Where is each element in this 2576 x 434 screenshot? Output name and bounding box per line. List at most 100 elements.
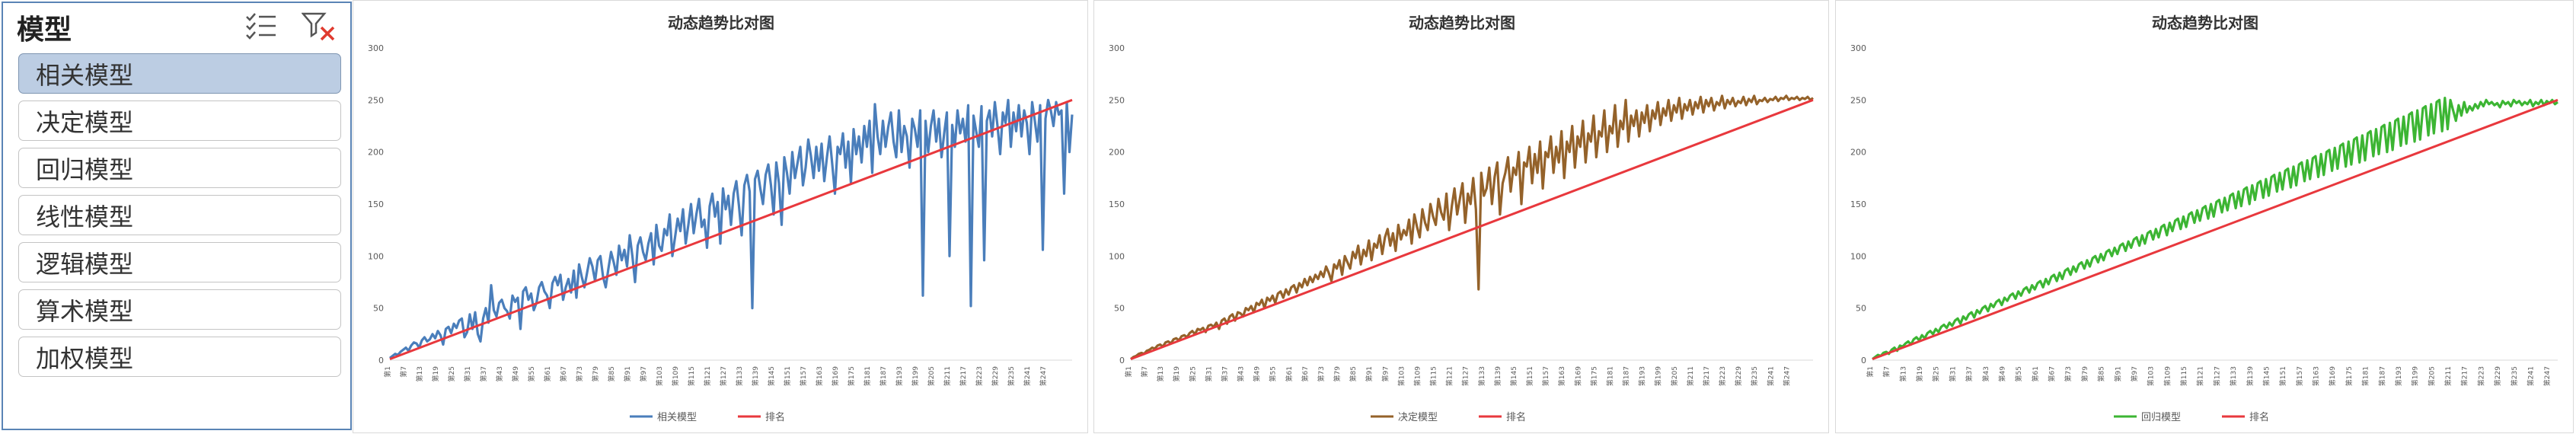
model-slicer: 模型 相关模型决定模型回归模型线性模型逻辑模型算术模型加权模型: [2, 2, 352, 430]
y-tick-label: 300: [1109, 43, 1125, 53]
slicer-item[interactable]: 相关模型: [18, 53, 341, 94]
x-tick-label: 第79: [2080, 366, 2089, 382]
x-tick-label: 第211: [2444, 366, 2453, 386]
x-tick-label: 第145: [767, 366, 776, 386]
x-tick-label: 第157: [799, 366, 808, 386]
y-tick-label: 200: [1850, 148, 1866, 158]
y-tick-label: 200: [368, 148, 384, 158]
x-tick-label: 第37: [1220, 366, 1229, 381]
x-tick-label: 第229: [991, 366, 1000, 386]
x-tick-label: 第55: [2014, 366, 2023, 381]
x-tick-label: 第193: [1638, 366, 1647, 386]
y-tick-label: 250: [368, 95, 384, 105]
x-tick-label: 第145: [1509, 366, 1518, 386]
x-tick-label: 第223: [1718, 366, 1727, 386]
y-tick-label: 0: [378, 356, 384, 365]
x-tick-label: 第85: [1349, 366, 1358, 381]
x-tick-label: 第109: [1412, 366, 1422, 386]
slicer-item[interactable]: 线性模型: [18, 195, 341, 235]
x-tick-label: 第61: [1285, 366, 1294, 381]
x-tick-label: 第217: [2460, 366, 2469, 386]
y-tick-label: 150: [1109, 199, 1125, 209]
series-line-0: [1130, 94, 1814, 360]
x-tick-label: 第43: [1237, 366, 1246, 381]
x-tick-label: 第79: [1333, 366, 1342, 382]
slicer-title: 模型: [17, 14, 72, 46]
y-tick-label: 250: [1109, 95, 1125, 105]
x-tick-label: 第115: [687, 366, 696, 386]
x-tick-label: 第157: [1541, 366, 1550, 386]
y-tick-label: 0: [1861, 356, 1866, 365]
legend-label: 回归模型: [2141, 412, 2181, 423]
x-tick-label: 第109: [671, 366, 680, 386]
x-tick-label: 第67: [2048, 366, 2057, 381]
x-tick-label: 第103: [1397, 366, 1406, 386]
x-tick-label: 第25: [1188, 366, 1197, 381]
x-tick-label: 第13: [1898, 366, 1907, 381]
series-line-0: [389, 98, 1074, 359]
y-tick-label: 150: [368, 199, 384, 209]
x-tick-label: 第217: [959, 366, 968, 386]
x-tick-label: 第205: [1670, 366, 1679, 386]
x-tick-label: 第205: [927, 366, 936, 386]
slicer-item[interactable]: 逻辑模型: [18, 242, 341, 282]
x-tick-label: 第121: [1445, 366, 1454, 386]
x-tick-label: 第235: [1750, 366, 1759, 386]
x-tick-label: 第37: [479, 366, 488, 381]
x-tick-label: 第241: [1766, 366, 1775, 386]
x-tick-label: 第181: [1605, 366, 1614, 386]
x-tick-label: 第169: [1573, 366, 1582, 386]
x-tick-label: 第199: [2411, 366, 2420, 386]
x-tick-label: 第235: [2510, 366, 2519, 386]
x-tick-label: 第133: [1477, 366, 1486, 386]
x-tick-label: 第247: [1782, 366, 1791, 386]
x-tick-label: 第247: [1039, 366, 1048, 386]
x-tick-label: 第37: [1965, 366, 1974, 381]
trend-chart-2: 动态趋势比对图 0 50 100 150 200 250 300 第1 第7 第13 第19 第25 第3…: [1093, 0, 1829, 433]
x-tick-label: 第49: [1253, 366, 1262, 382]
x-tick-label: 第31: [1948, 366, 1957, 381]
y-tick-label: 100: [1850, 251, 1866, 261]
x-tick-label: 第121: [2196, 366, 2205, 386]
x-tick-label: 第109: [2163, 366, 2172, 386]
y-tick-label: 300: [368, 43, 384, 53]
x-tick-label: 第67: [1301, 366, 1310, 381]
x-tick-label: 第97: [1381, 366, 1390, 381]
x-tick-label: 第205: [2427, 366, 2436, 386]
x-tick-label: 第97: [639, 366, 648, 381]
x-tick-label: 第151: [2278, 366, 2287, 386]
x-tick-label: 第187: [1622, 366, 1631, 386]
multi-select-list-icon[interactable]: [244, 11, 279, 41]
series-line-1: [1872, 98, 2558, 361]
legend-label: 排名: [2249, 411, 2269, 423]
y-tick-label: 50: [373, 304, 384, 314]
x-tick-label: 第163: [1557, 366, 1566, 386]
x-tick-label: 第181: [863, 366, 872, 386]
slicer-item[interactable]: 算术模型: [18, 289, 341, 330]
slicer-item[interactable]: 决定模型: [18, 101, 341, 141]
y-tick-label: 50: [1114, 304, 1125, 314]
x-tick-label: 第187: [2377, 366, 2386, 386]
x-tick-label: 第169: [2328, 366, 2337, 386]
x-tick-label: 第199: [911, 366, 920, 386]
x-tick-label: 第229: [1734, 366, 1743, 386]
x-tick-label: 第7: [1140, 366, 1149, 378]
x-tick-label: 第211: [943, 366, 952, 386]
x-tick-label: 第19: [431, 366, 440, 382]
slicer-item[interactable]: 回归模型: [18, 148, 341, 188]
x-tick-label: 第127: [2212, 366, 2221, 386]
x-tick-label: 第73: [575, 366, 584, 381]
clear-filter-icon[interactable]: [301, 11, 337, 41]
y-tick-label: 0: [1119, 356, 1125, 365]
x-tick-label: 第175: [1589, 366, 1598, 386]
slicer-item[interactable]: 加权模型: [18, 337, 341, 377]
x-tick-label: 第139: [2246, 366, 2255, 386]
x-tick-label: 第223: [2476, 366, 2485, 386]
y-tick-label: 50: [1856, 304, 1866, 314]
x-tick-label: 第163: [2312, 366, 2321, 386]
x-tick-label: 第85: [607, 366, 616, 381]
trend-chart-3: 动态趋势比对图 0 50 100 150 200 250 300 第1 第7 第13 第19 第25 第3…: [1835, 0, 2574, 433]
x-tick-label: 第55: [1269, 366, 1278, 381]
x-tick-label: 第73: [2064, 366, 2073, 381]
x-tick-label: 第133: [2229, 366, 2238, 386]
